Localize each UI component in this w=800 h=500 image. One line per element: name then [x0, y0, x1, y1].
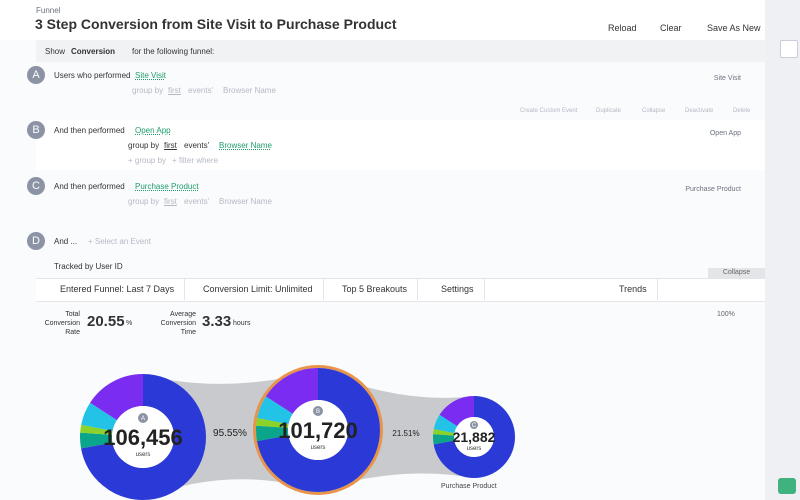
- group-by: group by: [128, 141, 160, 150]
- step-right-label: Site Visit: [713, 75, 741, 82]
- reload-button[interactable]: Reload: [608, 23, 637, 33]
- rate-value: 20.55: [87, 313, 125, 330]
- legend-label: Purchase Product: [441, 483, 497, 490]
- step-letter: B: [27, 121, 45, 139]
- step-letter: A: [27, 66, 45, 84]
- tracked-by: Tracked by User ID: [54, 262, 123, 271]
- node-count: 101,720: [278, 418, 358, 443]
- add-filter[interactable]: + filter where: [172, 156, 219, 165]
- donut-segment: [80, 374, 206, 500]
- settings-select[interactable]: Settings: [421, 279, 485, 300]
- group-events: events': [184, 197, 210, 206]
- node-count: 106,456: [103, 425, 183, 450]
- step-action[interactable]: Duplicate: [596, 108, 622, 114]
- conversion-rate: 95.55%: [213, 428, 247, 439]
- metric-select[interactable]: Conversion: [71, 47, 116, 56]
- clear-button[interactable]: Clear: [660, 23, 682, 33]
- donut-center: [112, 406, 174, 468]
- group-by: group by: [128, 197, 160, 206]
- show-label: Show: [45, 47, 66, 56]
- donut-center: [288, 400, 348, 460]
- rate-label: Total Conversion Rate: [44, 311, 80, 336]
- node-unit: users: [136, 452, 151, 458]
- add-group[interactable]: + group by: [128, 156, 167, 165]
- group-events: events': [188, 86, 214, 95]
- donut-center: [454, 417, 494, 457]
- donut-ring: [253, 365, 383, 495]
- sidebar: [765, 0, 800, 500]
- step-action[interactable]: Delete: [733, 108, 751, 114]
- collapse-tab[interactable]: Collapse: [708, 268, 765, 278]
- active-step-bg: [36, 120, 765, 170]
- show-suffix: for the following funnel:: [132, 47, 215, 56]
- group-property[interactable]: Browser Name: [219, 197, 272, 206]
- step-letter: D: [27, 232, 45, 250]
- toolbar: [36, 278, 765, 302]
- conversion-rate: 21.51%: [392, 429, 419, 438]
- donut-segment: [256, 368, 380, 492]
- breakouts-select[interactable]: Top 5 Breakouts: [322, 279, 419, 300]
- node-badge: [138, 413, 148, 423]
- step-action[interactable]: Create Custom Event: [520, 108, 578, 114]
- node-unit: users: [311, 445, 326, 451]
- step-prefix: Users who performed: [54, 71, 131, 80]
- step-right-label: Purchase Product: [685, 186, 741, 193]
- node-letter: A: [141, 416, 145, 422]
- funnel-chart: A106,456usersB101,720usersC21,882users95…: [80, 365, 515, 500]
- save-button[interactable]: Save As New: [707, 23, 761, 33]
- title: 3 Step Conversion from Site Visit to Pur…: [35, 16, 397, 32]
- step-prefix: And ...: [54, 237, 78, 246]
- breadcrumb[interactable]: Funnel: [36, 6, 61, 15]
- node-letter: C: [472, 423, 477, 429]
- group-first[interactable]: first: [164, 197, 177, 206]
- zoom[interactable]: 100%: [717, 311, 735, 318]
- trends-select[interactable]: Trends: [599, 279, 658, 300]
- step-event[interactable]: Purchase Product: [135, 182, 199, 191]
- step-action[interactable]: Collapse: [642, 108, 666, 114]
- donut-segment: [256, 368, 380, 492]
- time-unit: hours: [233, 320, 251, 327]
- show-bar: [36, 40, 765, 62]
- node-badge: [470, 421, 478, 429]
- step-action[interactable]: Deactivate: [685, 108, 714, 114]
- rate-unit: %: [126, 320, 133, 327]
- step-prefix: And then performed: [54, 182, 125, 191]
- date-select[interactable]: Entered Funnel: Last 7 Days: [40, 279, 186, 300]
- help-button[interactable]: [778, 478, 796, 494]
- step-prefix: And then performed: [54, 126, 125, 135]
- node-count: 21,882: [453, 429, 496, 445]
- group-first[interactable]: first: [168, 86, 181, 95]
- step-event[interactable]: + Select an Event: [88, 237, 151, 246]
- group-events: events': [184, 141, 210, 150]
- group-property[interactable]: Browser Name: [219, 141, 272, 150]
- step-letter: C: [27, 177, 45, 195]
- time-label: Average Conversion Time: [160, 311, 196, 336]
- node-letter: B: [316, 409, 320, 415]
- limit-select[interactable]: Conversion Limit: Unlimited: [183, 279, 324, 300]
- sidebar-button[interactable]: [780, 40, 798, 58]
- node-unit: users: [467, 446, 482, 452]
- step-right-label: Open App: [709, 130, 741, 137]
- donut-segment: [433, 396, 515, 478]
- step-event[interactable]: Site Visit: [135, 71, 166, 80]
- donut-segment: [80, 374, 206, 500]
- group-first[interactable]: first: [164, 141, 177, 150]
- node-badge: [313, 406, 323, 416]
- group-property[interactable]: Browser Name: [223, 86, 276, 95]
- time-value: 3.33: [202, 313, 232, 330]
- step-event[interactable]: Open App: [135, 126, 171, 135]
- donut-segment: [433, 396, 515, 478]
- group-by: group by: [132, 86, 164, 95]
